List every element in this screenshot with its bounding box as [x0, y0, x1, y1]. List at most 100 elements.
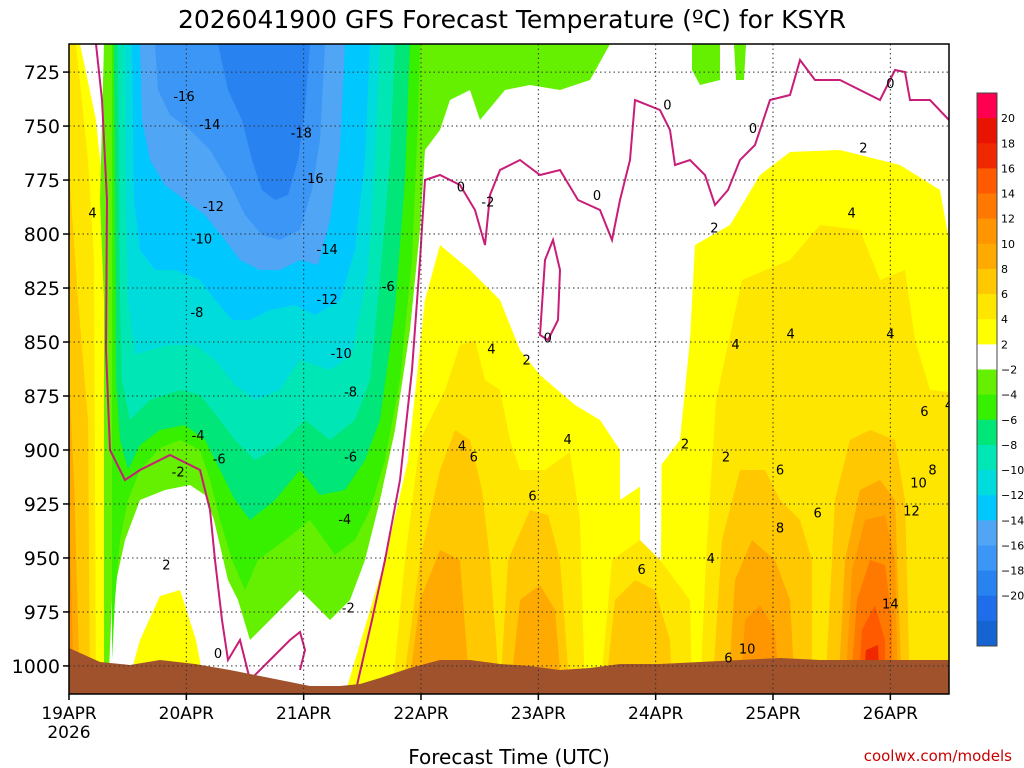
colorbar-swatch — [977, 193, 997, 220]
colorbar-swatch — [977, 545, 997, 572]
y-tick-label: 725 — [24, 62, 60, 84]
contour-label: 2 — [522, 353, 530, 368]
x-tick-label: 23APR — [511, 704, 567, 724]
colorbar-swatch — [977, 595, 997, 622]
colorbar-label: 2 — [1001, 338, 1008, 351]
contour-label: -10 — [191, 232, 212, 247]
contour-label: 12 — [903, 504, 920, 519]
x-tick-label: 19APR — [41, 704, 97, 724]
contour-label: 6 — [920, 405, 928, 420]
contour-label: -18 — [291, 127, 312, 142]
y-tick-label: 975 — [24, 602, 60, 624]
x-tick-label: 24APR — [628, 704, 684, 724]
y-tick-label: 1000 — [12, 656, 60, 678]
colorbar-label: −12 — [1001, 489, 1024, 502]
warm-region-ge10 — [69, 500, 74, 694]
contour-label: 4 — [886, 327, 894, 342]
colorbar-label: 8 — [1001, 263, 1008, 276]
plot-frame — [68, 43, 950, 695]
contour-label: -2 — [172, 466, 185, 481]
x-tick-label: 21APR — [276, 704, 332, 724]
contour-label: 4 — [458, 440, 466, 455]
y-axis: 725 750 775 800 825 850 875 900 925 950 975 1000 — [12, 62, 69, 678]
contour-label: 6 — [724, 651, 732, 666]
contour-label: 4 — [707, 552, 715, 567]
colorbar-label: −10 — [1001, 464, 1024, 477]
y-tick-label: 875 — [24, 386, 60, 408]
colorbar-swatch — [977, 419, 997, 446]
contour-label: -6 — [213, 453, 226, 468]
y-tick-label: 775 — [24, 170, 60, 192]
contour-label: 2 — [710, 222, 718, 237]
warm-region-ge8-b — [408, 550, 470, 694]
contour-label: 0 — [544, 332, 552, 347]
x-axis: 19APR 20APR 21APR 22APR 23APR 24APR 25APR 26APR… — [41, 694, 918, 743]
x-tick-label: 20APR — [159, 704, 215, 724]
contour-label: 4 — [487, 342, 495, 357]
colorbar-swatch — [977, 620, 997, 647]
contour-label: 2 — [681, 438, 689, 453]
contour-label: -16 — [302, 172, 323, 187]
colorbar-swatch — [977, 444, 997, 471]
y-tick-label: 900 — [24, 440, 60, 462]
y-tick-label: 800 — [24, 224, 60, 246]
y-tick-label: 850 — [24, 332, 60, 354]
cold-region-le-2-spot1 — [692, 44, 720, 85]
colorbar-swatch — [977, 520, 997, 546]
contour-label: 14 — [882, 597, 899, 612]
colorbar-swatch — [977, 168, 997, 195]
freezing-contour-left — [95, 44, 307, 682]
x-tick-label: 22APR — [393, 704, 449, 724]
contour-label: 4 — [847, 206, 855, 221]
contour-label: 2 — [722, 450, 730, 465]
colorbar-swatch — [977, 294, 997, 320]
contour-label: -6 — [344, 450, 357, 465]
contour-labels: 4-16-14-12-10-8-4-6-220-18-16-14-12-10-8… — [88, 77, 953, 666]
cold-region-le-2-spot2 — [734, 44, 746, 80]
y-tick-label: 950 — [24, 548, 60, 570]
credit-label: coolwx.com/models — [864, 747, 1012, 765]
contour-label: 0 — [457, 181, 465, 196]
chart-title: 2026041900 GFS Forecast Temperature (ºC)… — [178, 5, 846, 34]
x-gridlines — [69, 44, 891, 694]
colorbar-frame — [976, 92, 998, 647]
contour-label: -2 — [481, 196, 494, 211]
colorbar-label: 20 — [1001, 112, 1015, 125]
contour-label: 4 — [945, 399, 953, 414]
contour-label: -4 — [338, 513, 351, 528]
colorbar-label: −6 — [1001, 414, 1017, 427]
contour-label: 4 — [786, 327, 794, 342]
contour-label: -6 — [382, 280, 395, 295]
colorbar-label: 16 — [1001, 162, 1015, 175]
contour-label: 2 — [162, 558, 170, 573]
colorbar-swatch — [977, 143, 997, 169]
contour-label: -14 — [199, 118, 220, 133]
y-tick-label: 750 — [24, 116, 60, 138]
contour-label: 2 — [859, 142, 867, 157]
colorbar-label: −4 — [1001, 389, 1017, 402]
contour-label: 0 — [663, 98, 671, 113]
colorbar-swatch — [977, 319, 997, 345]
colorbar-swatch — [977, 470, 997, 496]
colorbar-label: −16 — [1001, 539, 1024, 552]
colorbar-label: −14 — [1001, 514, 1024, 527]
contour-label: 0 — [593, 189, 601, 204]
contour-label: 6 — [470, 450, 478, 465]
colorbar-swatch — [977, 118, 997, 144]
colorbar-swatch — [977, 394, 997, 421]
contour-label: -4 — [192, 429, 205, 444]
cold-region-le-18 — [218, 44, 310, 200]
x-tick-label: 26APR — [863, 704, 919, 724]
contour-label: 0 — [214, 647, 222, 662]
contour-label: -16 — [173, 90, 194, 105]
contour-label: 4 — [88, 206, 96, 221]
contour-label: -14 — [317, 243, 338, 258]
contour-label: 4 — [564, 433, 572, 448]
colorbar-label: 12 — [1001, 213, 1015, 226]
x-axis-title: Forecast Time (UTC) — [408, 745, 610, 768]
colorbar-label: 6 — [1001, 288, 1008, 301]
x-tick-label: 25APR — [745, 704, 801, 724]
contour-label: -2 — [342, 602, 355, 617]
contour-label: 4 — [731, 338, 739, 353]
